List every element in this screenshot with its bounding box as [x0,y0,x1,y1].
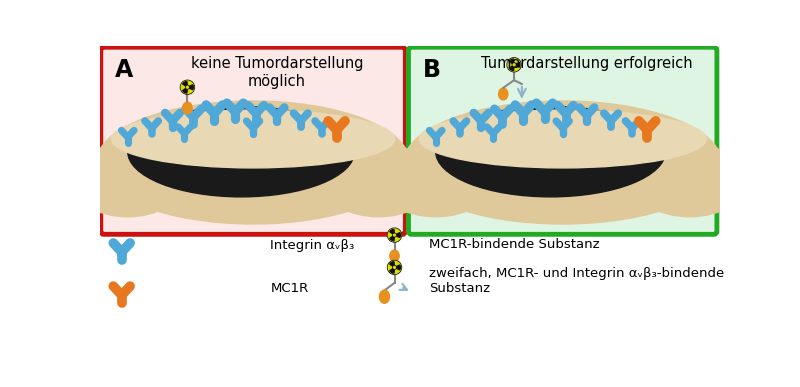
Circle shape [394,267,395,268]
Text: MC1R-bindende Substanz: MC1R-bindende Substanz [430,238,600,251]
Text: Tumordarstellung erfolgreich: Tumordarstellung erfolgreich [481,57,693,72]
Circle shape [388,261,401,274]
Wedge shape [396,265,400,270]
Ellipse shape [419,110,706,168]
FancyArrowPatch shape [518,87,526,97]
Wedge shape [516,62,520,67]
Circle shape [513,64,515,66]
Circle shape [393,233,396,237]
Ellipse shape [322,144,435,217]
Wedge shape [396,233,400,238]
Ellipse shape [378,144,493,217]
Circle shape [508,58,520,71]
Text: MC1R: MC1R [270,283,309,296]
FancyArrowPatch shape [399,284,407,290]
Ellipse shape [379,290,390,303]
Ellipse shape [632,144,747,217]
Ellipse shape [436,106,666,197]
Ellipse shape [390,250,399,262]
Wedge shape [182,88,187,93]
Ellipse shape [71,144,185,217]
Circle shape [512,63,516,67]
Circle shape [186,86,189,89]
Circle shape [181,80,194,94]
Circle shape [388,229,401,241]
Circle shape [387,228,402,242]
Wedge shape [390,269,394,273]
Circle shape [182,81,194,93]
Wedge shape [510,59,514,64]
Circle shape [387,260,402,274]
Ellipse shape [128,106,354,197]
Wedge shape [390,262,394,266]
Text: A: A [114,58,133,82]
Circle shape [507,58,521,72]
FancyBboxPatch shape [101,47,406,234]
FancyBboxPatch shape [409,47,717,234]
Ellipse shape [404,101,722,224]
Ellipse shape [182,102,192,114]
Ellipse shape [111,110,394,168]
Ellipse shape [498,88,508,100]
Text: zweifach, MC1R- und Integrin αᵥβ₃-bindende
Substanz: zweifach, MC1R- und Integrin αᵥβ₃-binden… [430,267,725,295]
Wedge shape [182,82,187,86]
Circle shape [394,234,395,236]
Wedge shape [390,236,394,241]
Wedge shape [510,66,514,70]
Text: B: B [422,58,441,82]
Circle shape [393,266,396,269]
Ellipse shape [97,101,410,224]
Circle shape [186,86,188,88]
Wedge shape [390,229,394,234]
Wedge shape [189,85,194,90]
Text: keine Tumordarstellung
möglich: keine Tumordarstellung möglich [190,57,363,89]
Text: Integrin αᵥβ₃: Integrin αᵥβ₃ [270,240,354,252]
